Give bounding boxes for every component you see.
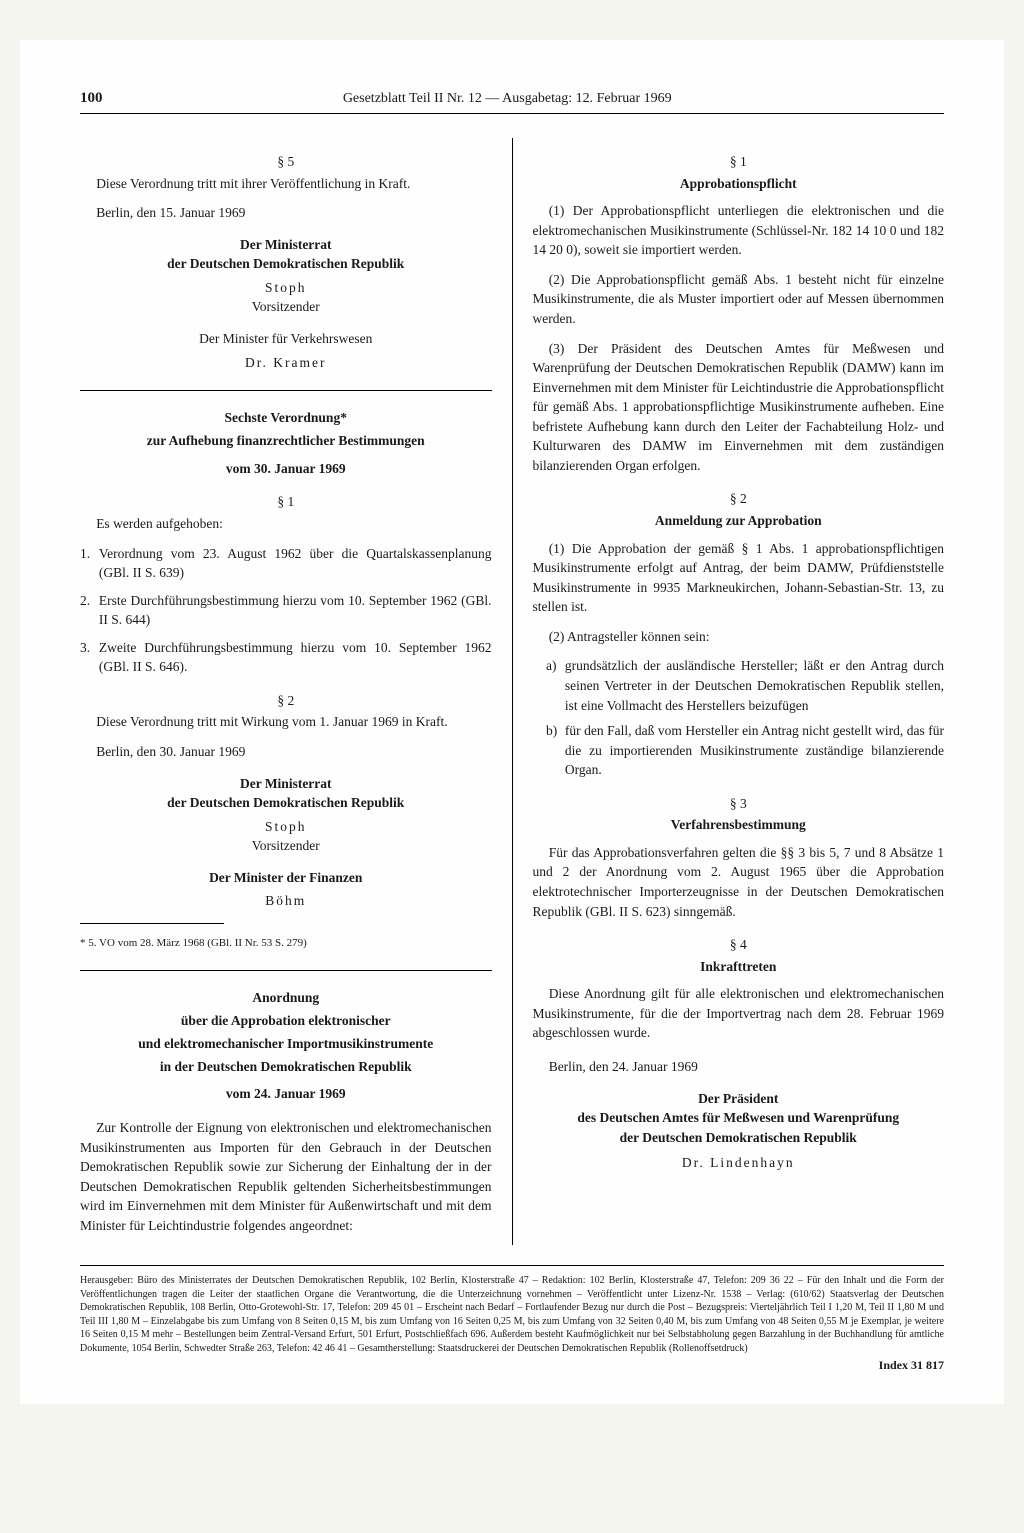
footnote-rule [80,923,224,924]
paragraph: Für das Approbationsverfahren gelten die… [533,843,945,921]
numbered-item: 3. Zweite Durchführungsbestimmung hierzu… [80,638,492,677]
ordinance-title: Anordnung [80,989,492,1008]
paragraph: Diese Verordnung tritt mit Wirkung vom 1… [80,712,492,732]
page-number: 100 [80,90,103,107]
sig-line: Der Präsident [533,1089,945,1109]
paragraph: (3) Der Präsident des Deutschen Amtes fü… [533,339,945,476]
section-number: § 2 [80,691,492,711]
document-page: 100 Gesetzblatt Teil II Nr. 12 — Ausgabe… [20,40,1004,1404]
place-date: Berlin, den 15. Januar 1969 [80,203,492,223]
footnote: * 5. VO vom 28. März 1968 (GBl. II Nr. 5… [80,936,492,952]
section-number: § 1 [533,152,945,172]
place-date: Berlin, den 30. Januar 1969 [80,742,492,762]
section-title: Verfahrensbestimmung [533,815,945,835]
imprint-block: Herausgeber: Büro des Ministerrates der … [80,1265,944,1373]
sig-name: Dr. Kramer [80,353,492,373]
item-letter: a) [546,656,565,715]
sig-name: Stoph [80,817,492,837]
ordinance-title: über die Approbation elektronischer [80,1012,492,1031]
sig-line: des Deutschen Amtes für Meßwesen und War… [533,1108,945,1128]
item-number: 2. [80,591,99,630]
place-date: Berlin, den 24. Januar 1969 [533,1057,945,1077]
ordinance-title: und elektromechanischer Importmusikinstr… [80,1035,492,1054]
item-letter: b) [546,721,565,780]
section-title: Anmeldung zur Approbation [533,511,945,531]
numbered-item: 2. Erste Durchführungsbestimmung hierzu … [80,591,492,630]
lettered-item: a) grundsätzlich der ausländische Herste… [546,656,944,715]
left-column: § 5 Diese Verordnung tritt mit ihrer Ver… [80,138,513,1245]
ordinance-title: Sechste Verordnung* [80,409,492,428]
sig-line: der Deutschen Demokratischen Republik [80,793,492,813]
two-column-layout: § 5 Diese Verordnung tritt mit ihrer Ver… [80,138,944,1245]
ordinance-date: vom 24. Januar 1969 [80,1084,492,1104]
page-header: 100 Gesetzblatt Teil II Nr. 12 — Ausgabe… [80,90,944,114]
item-text: Zweite Durchführungsbestimmung hierzu vo… [99,638,492,677]
sig-role: Der Minister für Verkehrswesen [80,329,492,349]
paragraph: (2) Die Approbationspflicht gemäß Abs. 1… [533,270,945,329]
ordinance-date: vom 30. Januar 1969 [80,459,492,479]
sig-line: der Deutschen Demokratischen Republik [533,1128,945,1148]
signature-block: Der Minister für Verkehrswesen Dr. Krame… [80,329,492,372]
section-number: § 1 [80,492,492,512]
sig-name: Böhm [80,891,492,911]
item-text: grundsätzlich der ausländische Herstelle… [565,656,944,715]
sig-role: Vorsitzender [80,297,492,317]
section-number: § 3 [533,794,945,814]
lettered-item: b) für den Fall, daß vom Hersteller ein … [546,721,944,780]
signature-block: Der Minister der Finanzen Böhm [80,868,492,911]
ordinance-title: zur Aufhebung finanzrechtlicher Bestimmu… [80,432,492,451]
sig-line: Der Ministerrat [80,235,492,255]
item-text: Erste Durchführungsbestimmung hierzu vom… [99,591,492,630]
sig-name: Dr. Lindenhayn [533,1153,945,1173]
right-column: § 1 Approbationspflicht (1) Der Approbat… [513,138,945,1245]
item-number: 1. [80,544,99,583]
index-number: Index 31 817 [80,1357,944,1373]
paragraph: Diese Anordnung gilt für alle elektronis… [533,984,945,1043]
item-text: für den Fall, daß vom Hersteller ein Ant… [565,721,944,780]
paragraph: (1) Die Approbation der gemäß § 1 Abs. 1… [533,539,945,617]
signature-block: Der Ministerrat der Deutschen Demokratis… [80,774,492,856]
numbered-item: 1. Verordnung vom 23. August 1962 über d… [80,544,492,583]
section-number: § 2 [533,489,945,509]
sig-line: Der Ministerrat [80,774,492,794]
paragraph: (1) Der Approbationspflicht unterliegen … [533,201,945,260]
item-number: 3. [80,638,99,677]
signature-block: Der Ministerrat der Deutschen Demokratis… [80,235,492,317]
signature-block: Der Präsident des Deutschen Amtes für Me… [533,1089,945,1173]
paragraph: Es werden aufgehoben: [80,514,492,534]
sig-role: Der Minister der Finanzen [80,868,492,888]
header-title: Gesetzblatt Teil II Nr. 12 — Ausgabetag:… [343,91,672,107]
divider [80,970,492,971]
sig-role: Vorsitzender [80,836,492,856]
section-number: § 5 [80,152,492,172]
divider [80,390,492,391]
paragraph: (2) Antragsteller können sein: [533,627,945,647]
section-title: Inkrafttreten [533,957,945,977]
item-text: Verordnung vom 23. August 1962 über die … [99,544,492,583]
paragraph: Zur Kontrolle der Eignung von elektronis… [80,1118,492,1235]
section-title: Approbationspflicht [533,174,945,194]
sig-name: Stoph [80,278,492,298]
paragraph: Diese Verordnung tritt mit ihrer Veröffe… [80,174,492,194]
sig-line: der Deutschen Demokratischen Republik [80,254,492,274]
imprint-text: Herausgeber: Büro des Ministerrates der … [80,1274,944,1355]
section-number: § 4 [533,935,945,955]
ordinance-title: in der Deutschen Demokratischen Republik [80,1058,492,1077]
